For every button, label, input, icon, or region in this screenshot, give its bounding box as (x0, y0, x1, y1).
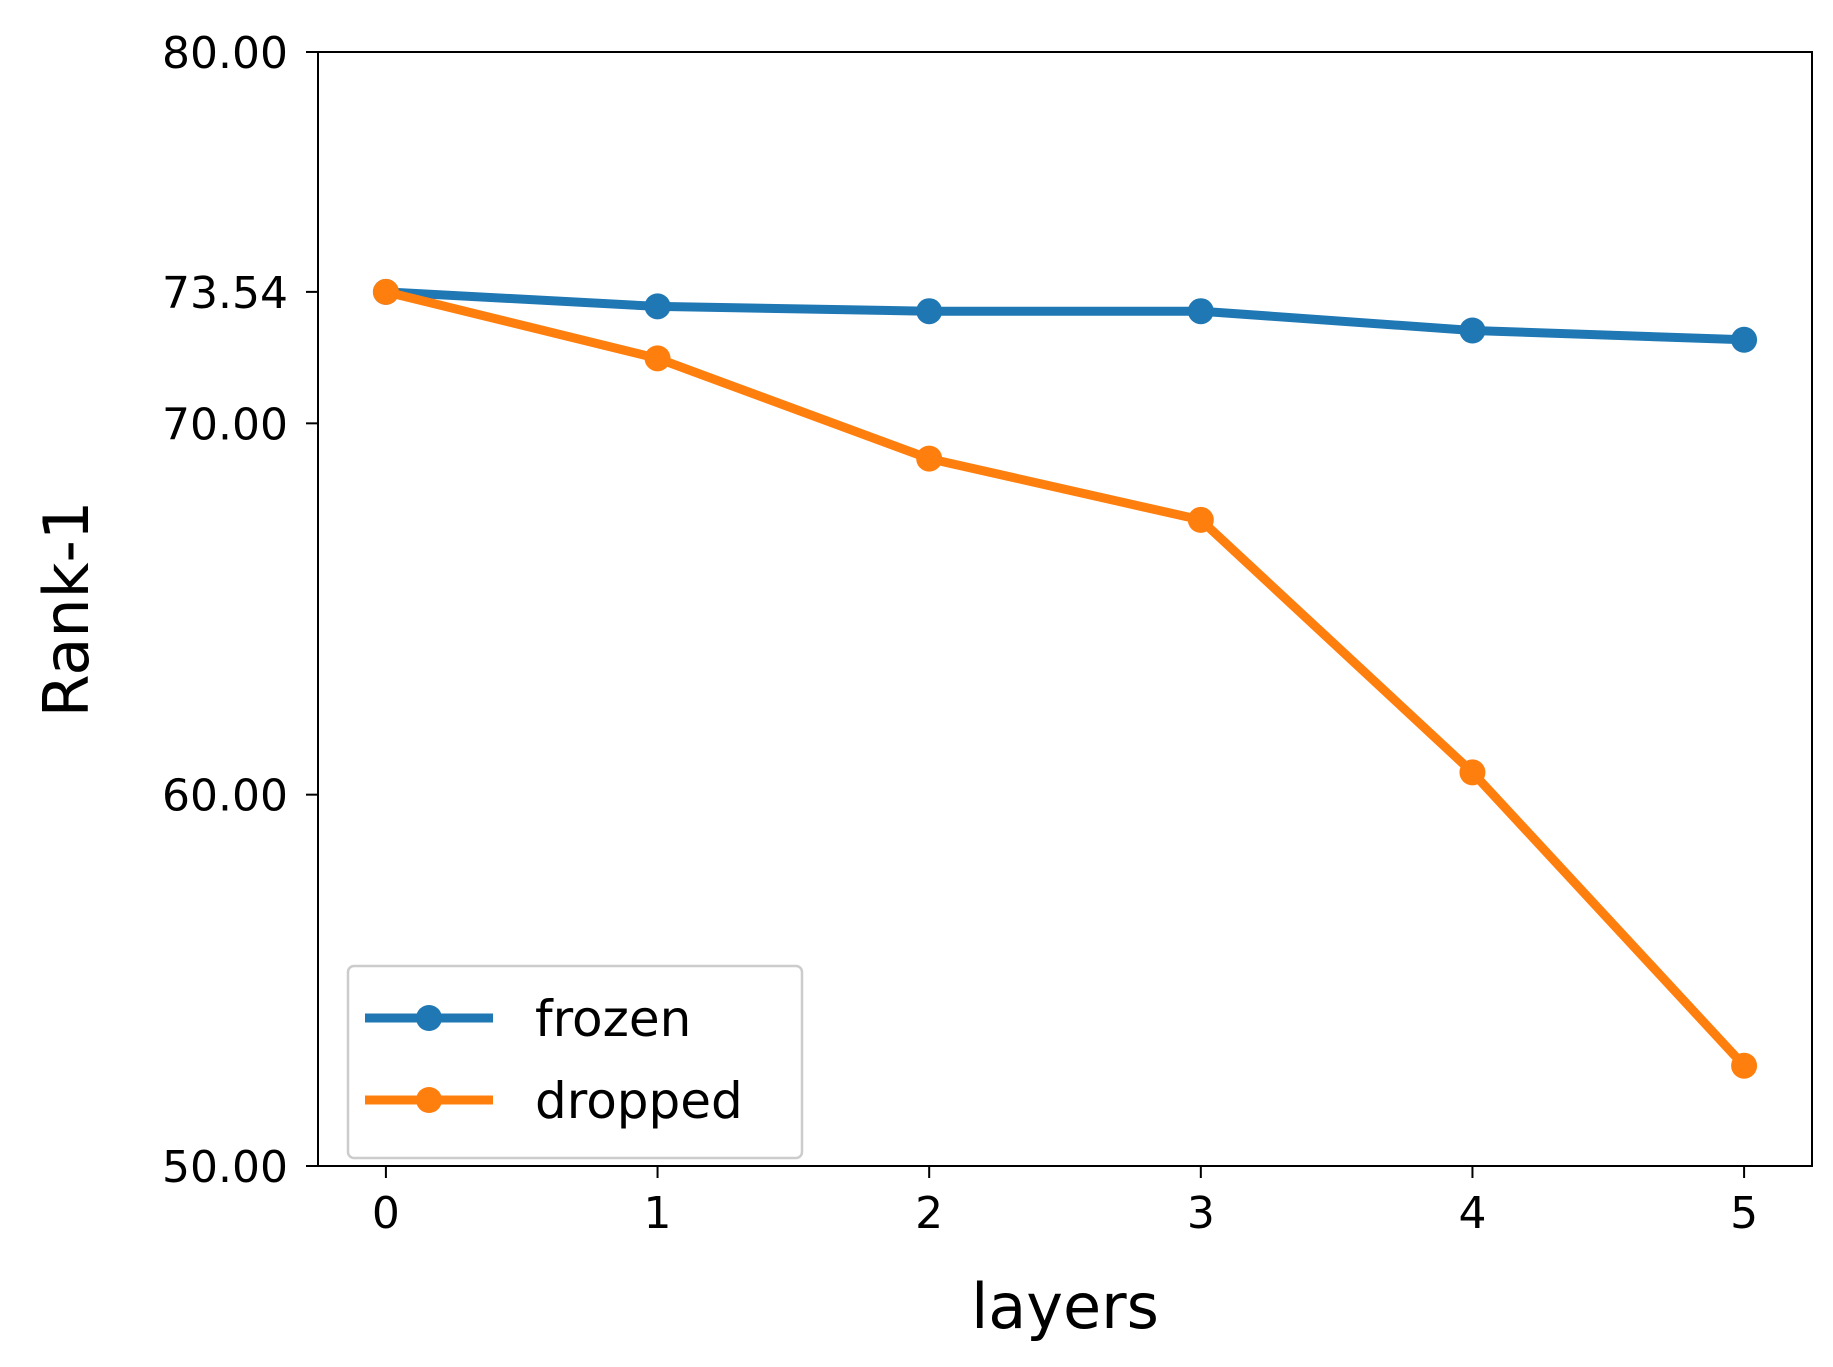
legend: frozen dropped (346, 964, 804, 1160)
legend-label-frozen: frozen (535, 990, 691, 1048)
data-point-dropped (1459, 759, 1486, 786)
x-tick-label: 3 (1187, 1188, 1215, 1239)
data-point-frozen (916, 298, 943, 325)
data-point-frozen (644, 293, 671, 320)
y-tick-label: 73.54 (162, 268, 288, 319)
data-point-dropped (1187, 506, 1214, 533)
data-point-frozen (1187, 298, 1214, 325)
y-axis: 50.00 60.00 70.00 73.54 80.00 (162, 28, 318, 1193)
legend-marker-dropped (416, 1087, 442, 1113)
data-point-dropped (1731, 1052, 1758, 1079)
series-line-dropped (384, 287, 1748, 1069)
x-tick-label: 1 (644, 1188, 672, 1239)
data-point-dropped (916, 445, 943, 472)
y-axis-title: Rank-1 (30, 501, 103, 718)
series-layer (372, 278, 1758, 1079)
plot-frame (317, 51, 1813, 1167)
y-tick-label: 70.00 (162, 399, 288, 450)
legend-entry-dropped: dropped (365, 1072, 743, 1130)
x-tick-label: 5 (1730, 1188, 1758, 1239)
x-tick-label: 0 (372, 1188, 400, 1239)
y-tick-label: 50.00 (162, 1142, 288, 1193)
data-point-frozen (1459, 317, 1486, 344)
y-tick-label: 80.00 (162, 28, 288, 79)
legend-entry-frozen: frozen (365, 990, 691, 1048)
data-point-dropped (372, 278, 399, 305)
legend-label-dropped: dropped (535, 1072, 743, 1130)
x-axis: 0 1 2 3 4 5 (372, 1166, 1758, 1239)
x-axis-title: layers (971, 1270, 1159, 1343)
data-point-frozen (1731, 326, 1758, 353)
legend-marker-frozen (416, 1005, 442, 1031)
x-tick-label: 2 (915, 1188, 943, 1239)
y-tick-label: 60.00 (162, 771, 288, 822)
data-point-dropped (644, 345, 671, 372)
x-tick-label: 4 (1458, 1188, 1486, 1239)
series-line-frozen (385, 287, 1745, 345)
